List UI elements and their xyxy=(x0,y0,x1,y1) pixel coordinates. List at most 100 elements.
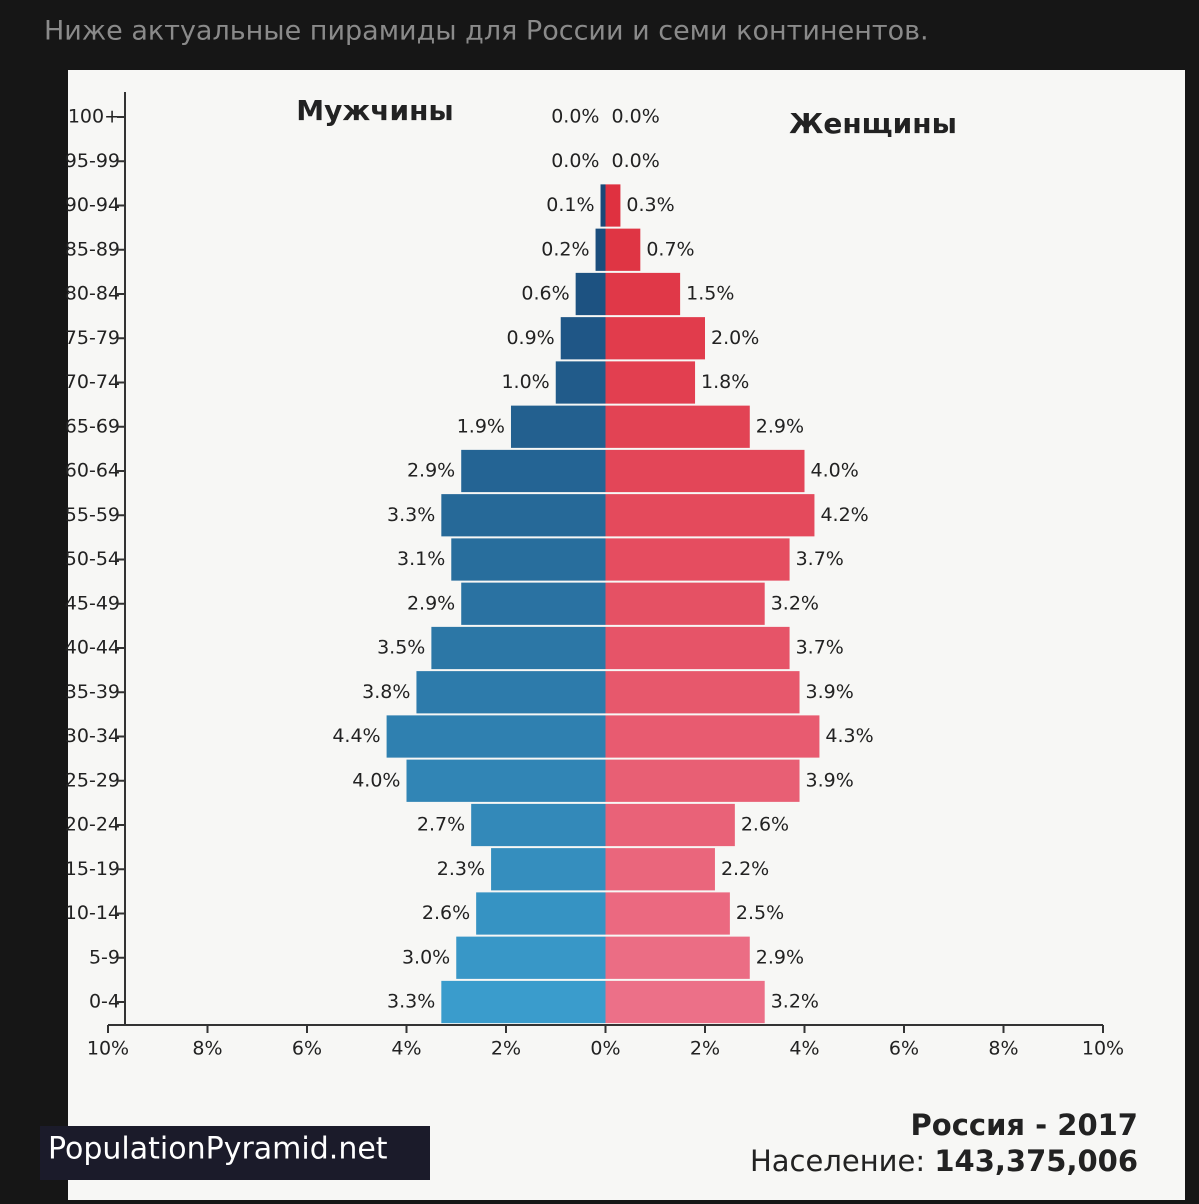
bar xyxy=(461,449,606,493)
value-label: 0.0% xyxy=(551,106,599,128)
y-tick-label: 85-89 xyxy=(65,238,120,260)
x-tick-label: 8% xyxy=(192,1038,222,1060)
bar xyxy=(605,494,815,537)
x-tick-label: 2% xyxy=(690,1038,720,1060)
bar xyxy=(605,405,750,448)
value-label: 0.0% xyxy=(612,150,660,172)
y-tick-label: 45-49 xyxy=(65,592,120,614)
bar xyxy=(605,272,681,316)
bar xyxy=(441,980,606,1024)
population-label: Население: xyxy=(750,1144,925,1178)
x-tick-label: 2% xyxy=(491,1038,521,1060)
y-tick-label: 25-29 xyxy=(65,769,120,791)
bar xyxy=(575,272,606,316)
bar xyxy=(595,228,606,271)
x-tick-label: 4% xyxy=(789,1038,819,1060)
x-tick-label: 10% xyxy=(87,1038,129,1060)
bar xyxy=(605,317,705,360)
value-label: 2.9% xyxy=(756,946,804,968)
bar xyxy=(456,936,606,979)
value-label: 3.7% xyxy=(796,548,844,570)
bar xyxy=(605,803,735,847)
value-label: 1.0% xyxy=(501,371,549,393)
x-tick-label: 6% xyxy=(292,1038,322,1060)
bar xyxy=(510,405,606,448)
value-label: 2.0% xyxy=(711,327,759,349)
bar xyxy=(600,184,606,227)
x-tick-label: 10% xyxy=(1082,1038,1124,1060)
brand-box xyxy=(40,1126,430,1180)
value-label: 2.3% xyxy=(437,858,485,880)
y-tick-label: 55-59 xyxy=(65,504,120,526)
bar xyxy=(605,892,730,935)
value-label: 2.9% xyxy=(407,592,455,614)
value-label: 1.8% xyxy=(701,371,749,393)
x-tick-label: 4% xyxy=(391,1038,421,1060)
bar xyxy=(441,494,606,537)
value-label: 0.1% xyxy=(546,194,594,216)
bar xyxy=(605,582,765,625)
y-tick-label: 95-99 xyxy=(65,150,120,172)
header: Ниже актуальные пирамиды для России и се… xyxy=(44,16,929,47)
value-label: 3.3% xyxy=(387,504,435,526)
value-label: 0.0% xyxy=(612,106,660,128)
x-tick-label: 8% xyxy=(988,1038,1018,1060)
value-label: 0.2% xyxy=(541,238,589,260)
value-label: 0.3% xyxy=(626,194,674,216)
value-label: 2.9% xyxy=(407,460,455,482)
value-label: 1.9% xyxy=(457,415,505,437)
value-label: 0.0% xyxy=(551,150,599,172)
bar xyxy=(605,449,805,493)
value-label: 3.3% xyxy=(387,991,435,1013)
value-label: 2.6% xyxy=(422,902,470,924)
bar xyxy=(471,803,606,847)
bar xyxy=(491,848,606,891)
value-label: 2.2% xyxy=(721,858,769,880)
value-label: 3.7% xyxy=(796,637,844,659)
bar xyxy=(605,980,765,1024)
value-label: 1.5% xyxy=(686,283,734,305)
value-label: 4.4% xyxy=(332,725,380,747)
value-label: 3.5% xyxy=(377,637,425,659)
bar xyxy=(605,848,715,891)
x-tick-label: 0% xyxy=(590,1038,620,1060)
bar xyxy=(416,671,606,714)
bar xyxy=(386,715,606,758)
y-tick-label: 30-34 xyxy=(65,725,120,747)
bar xyxy=(605,228,641,271)
value-label: 3.2% xyxy=(771,592,819,614)
value-label: 2.5% xyxy=(736,902,784,924)
y-tick-label: 20-24 xyxy=(65,814,120,836)
value-label: 4.0% xyxy=(811,460,859,482)
bar xyxy=(605,671,800,714)
y-tick-label: 70-74 xyxy=(65,371,120,393)
bar xyxy=(605,361,696,404)
value-label: 2.6% xyxy=(741,814,789,836)
y-tick-label: 40-44 xyxy=(65,637,120,659)
bar xyxy=(605,626,790,670)
population: 143,375,006 xyxy=(934,1144,1138,1178)
y-tick-label: 80-84 xyxy=(65,283,120,305)
value-label: 0.7% xyxy=(646,238,694,260)
value-label: 3.1% xyxy=(397,548,445,570)
value-label: 0.6% xyxy=(521,283,569,305)
bar xyxy=(560,317,606,360)
bar xyxy=(605,759,800,802)
value-label: 3.0% xyxy=(402,946,450,968)
bar xyxy=(476,892,606,935)
y-tick-label: 5-9 xyxy=(89,946,120,968)
bar xyxy=(605,936,750,979)
bar xyxy=(555,361,606,404)
y-tick-label: 90-94 xyxy=(65,194,120,216)
y-tick-label: 10-14 xyxy=(65,902,120,924)
bar xyxy=(605,538,790,581)
value-label: 2.7% xyxy=(417,814,465,836)
value-label: 0.9% xyxy=(506,327,554,349)
population-line: Население: 143,375,006 xyxy=(750,1144,1138,1178)
y-tick-label: 50-54 xyxy=(65,548,120,570)
value-label: 4.3% xyxy=(825,725,873,747)
bar xyxy=(431,626,606,670)
country: Россия - 2017 xyxy=(911,1108,1138,1142)
